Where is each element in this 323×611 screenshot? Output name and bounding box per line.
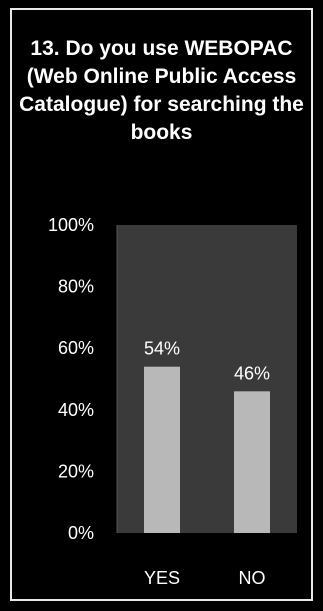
chart-border bbox=[10, 8, 313, 601]
chart-title: 13. Do you use WEBOPAC (Web Online Publi… bbox=[19, 37, 304, 144]
bars bbox=[144, 366, 270, 533]
data-label-yes: 54% bbox=[144, 339, 180, 359]
category-label-yes: YES bbox=[144, 568, 180, 588]
category-labels: YES NO bbox=[144, 568, 266, 588]
data-label-no: 46% bbox=[234, 363, 270, 383]
y-tick-label: 40% bbox=[58, 400, 94, 420]
y-tick-label: 60% bbox=[58, 338, 94, 358]
bar-yes bbox=[144, 366, 180, 533]
y-tick-label: 0% bbox=[68, 523, 94, 543]
category-label-no: NO bbox=[239, 568, 266, 588]
y-tick-label: 100% bbox=[48, 215, 94, 235]
data-labels: 54% 46% bbox=[144, 339, 270, 384]
y-tick-label: 80% bbox=[58, 277, 94, 297]
bar-no bbox=[234, 391, 270, 533]
y-tick-label: 20% bbox=[58, 461, 94, 481]
y-tick-labels: 0% 20% 40% 60% 80% 100% bbox=[48, 215, 94, 543]
